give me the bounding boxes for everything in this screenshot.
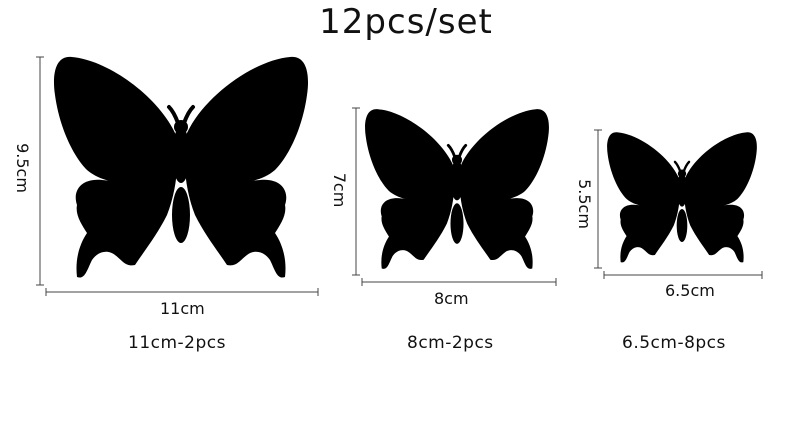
width-label-large: 11cm — [160, 299, 205, 318]
height-label-large: 9.5cm — [13, 143, 32, 193]
caption-medium: 8cm-2pcs — [407, 333, 494, 353]
caption-small: 6.5cm-8pcs — [622, 333, 726, 353]
height-label-small: 5.5cm — [575, 179, 594, 229]
width-label-medium: 8cm — [434, 289, 469, 308]
height-label-medium: 7cm — [330, 172, 349, 208]
butterfly-small-icon — [605, 131, 759, 264]
butterfly-large-icon — [51, 55, 311, 280]
page-title: 12pcs/set — [319, 2, 493, 42]
width-label-small: 6.5cm — [665, 281, 715, 300]
butterfly-medium-icon — [363, 107, 551, 271]
caption-large: 11cm-2pcs — [128, 333, 226, 353]
